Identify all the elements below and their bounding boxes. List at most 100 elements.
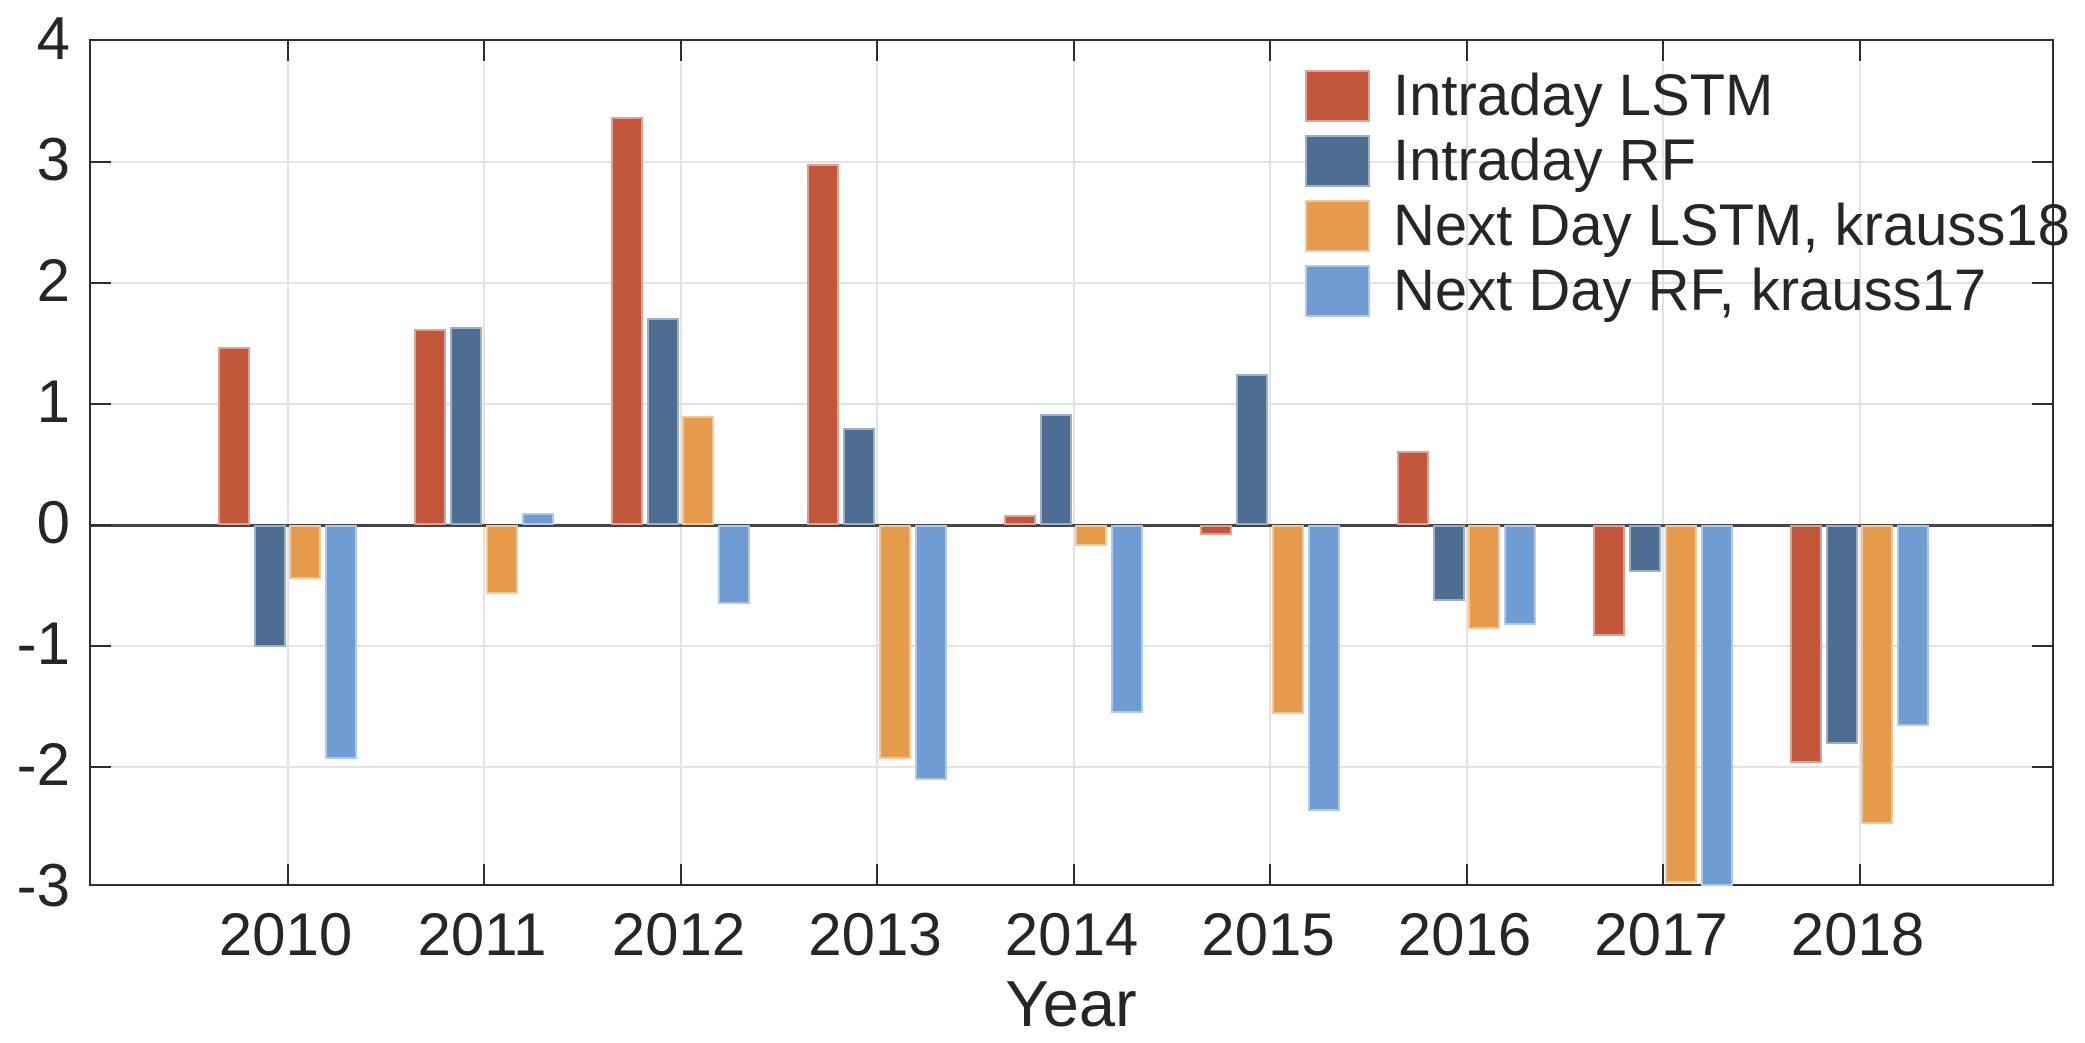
y-tick-label: 1 (36, 368, 70, 435)
bar-intraday-rf (843, 428, 876, 525)
legend-item-label: Next Day LSTM, krauss18 (1393, 193, 2070, 258)
x-tick-label: 2015 (1201, 901, 1335, 968)
gridline-horizontal (91, 645, 2052, 647)
y-tick-label: 4 (36, 5, 70, 72)
x-axis-tick (483, 864, 485, 884)
bar-intraday-rf (1039, 413, 1072, 525)
x-tick-label: 2010 (218, 901, 353, 968)
gridline-horizontal (91, 161, 2052, 163)
gridline-horizontal (91, 282, 2052, 284)
x-tick-label: 2011 (417, 901, 547, 968)
y-axis-tick (91, 161, 111, 163)
x-tick-label: 2018 (1790, 901, 1925, 968)
bar-intraday-lstm (1593, 525, 1626, 637)
bar-intraday-rf (1236, 373, 1269, 525)
bar-next-day-rf (1504, 525, 1537, 626)
bar-next-day-rf (1111, 525, 1144, 713)
gridline-vertical (1858, 41, 1861, 884)
gridline-vertical (679, 41, 682, 884)
x-axis-label: Year (1005, 967, 1137, 1040)
bar-intraday-rf (253, 525, 286, 648)
x-axis-tick (679, 41, 682, 61)
bar-intraday-rf (1432, 525, 1465, 602)
x-axis-tick (286, 864, 289, 884)
bar-intraday-lstm (1396, 451, 1429, 525)
y-tick-label: -2 (16, 731, 70, 798)
bar-intraday-rf (450, 326, 483, 525)
y-axis-tick (91, 524, 111, 526)
x-axis-tick (1662, 864, 1664, 884)
x-tick-label: 2014 (1004, 901, 1139, 968)
y-axis-tick (2032, 766, 2052, 768)
gridline-horizontal (91, 403, 2052, 405)
bar-intraday-rf (1629, 525, 1662, 573)
gridline-vertical (1465, 41, 1468, 884)
bar-next-day-lstm (878, 525, 911, 759)
y-tick-label: -1 (16, 610, 70, 677)
y-tick-label: 3 (36, 126, 70, 193)
x-tick-label: 2013 (808, 901, 942, 968)
legend-item-label: Next Day RF, krauss17 (1393, 258, 1987, 323)
bar-next-day-rf (1897, 525, 1930, 726)
bar-next-day-rf (914, 525, 947, 781)
legend-swatch (1305, 265, 1370, 317)
bar-next-day-rf (521, 512, 554, 525)
bar-next-day-lstm (485, 525, 518, 594)
bar-intraday-lstm (414, 328, 447, 525)
legend-swatch (1305, 70, 1370, 122)
gridline-vertical (1269, 41, 1271, 884)
bar-intraday-lstm (217, 347, 250, 525)
gridline-vertical (483, 41, 485, 884)
y-axis-tick (91, 403, 111, 405)
x-axis-tick (1072, 864, 1075, 884)
x-axis-tick (1858, 864, 1861, 884)
bar-next-day-lstm (1271, 525, 1304, 714)
x-axis-tick (1662, 41, 1664, 61)
y-axis-tick (2032, 161, 2052, 163)
bar-next-day-lstm (682, 416, 715, 525)
x-axis-tick (876, 41, 878, 61)
bar-next-day-rf (325, 525, 358, 759)
y-axis-tick (91, 645, 111, 647)
x-axis-tick (679, 864, 682, 884)
y-tick-label: -3 (16, 852, 70, 919)
bar-intraday-lstm (1200, 525, 1233, 535)
y-axis-tick (2032, 403, 2052, 405)
bar-intraday-rf (646, 318, 679, 525)
legend-swatch (1305, 200, 1370, 252)
x-axis-tick (1269, 864, 1271, 884)
bar-next-day-lstm (1075, 525, 1108, 546)
bar-intraday-rf (1825, 525, 1858, 744)
y-axis-tick (2032, 524, 2052, 526)
x-axis-tick (876, 864, 878, 884)
zero-line (91, 523, 2052, 527)
bar-next-day-rf (1307, 525, 1340, 811)
legend-item-label: Intraday LSTM (1393, 63, 1774, 128)
bar-next-day-lstm (1468, 525, 1501, 630)
gridline-vertical (1662, 41, 1664, 884)
x-tick-label: 2017 (1594, 901, 1728, 968)
x-tick-label: 2016 (1397, 901, 1532, 968)
x-axis-tick (286, 41, 289, 61)
gridline-vertical (876, 41, 878, 884)
x-axis-tick (1858, 41, 1861, 61)
bar-next-day-lstm (1861, 525, 1894, 824)
bar-next-day-lstm (289, 525, 322, 580)
x-axis-tick (1465, 41, 1468, 61)
bar-intraday-lstm (1789, 525, 1822, 764)
legend-swatch (1305, 135, 1370, 187)
x-axis-tick (1072, 41, 1075, 61)
legend-item-label: Intraday RF (1393, 128, 1696, 193)
gridline-vertical (286, 41, 289, 884)
y-tick-label: 0 (36, 489, 70, 556)
x-axis-tick (1465, 864, 1468, 884)
bar-intraday-lstm (807, 164, 840, 525)
y-axis-tick (2032, 645, 2052, 647)
gridline-horizontal (91, 766, 2052, 768)
bar-intraday-lstm (610, 117, 643, 525)
x-tick-label: 2012 (611, 901, 746, 968)
gridline-vertical (1072, 41, 1075, 884)
bar-next-day-rf (1700, 525, 1733, 886)
y-axis-tick (91, 766, 111, 768)
